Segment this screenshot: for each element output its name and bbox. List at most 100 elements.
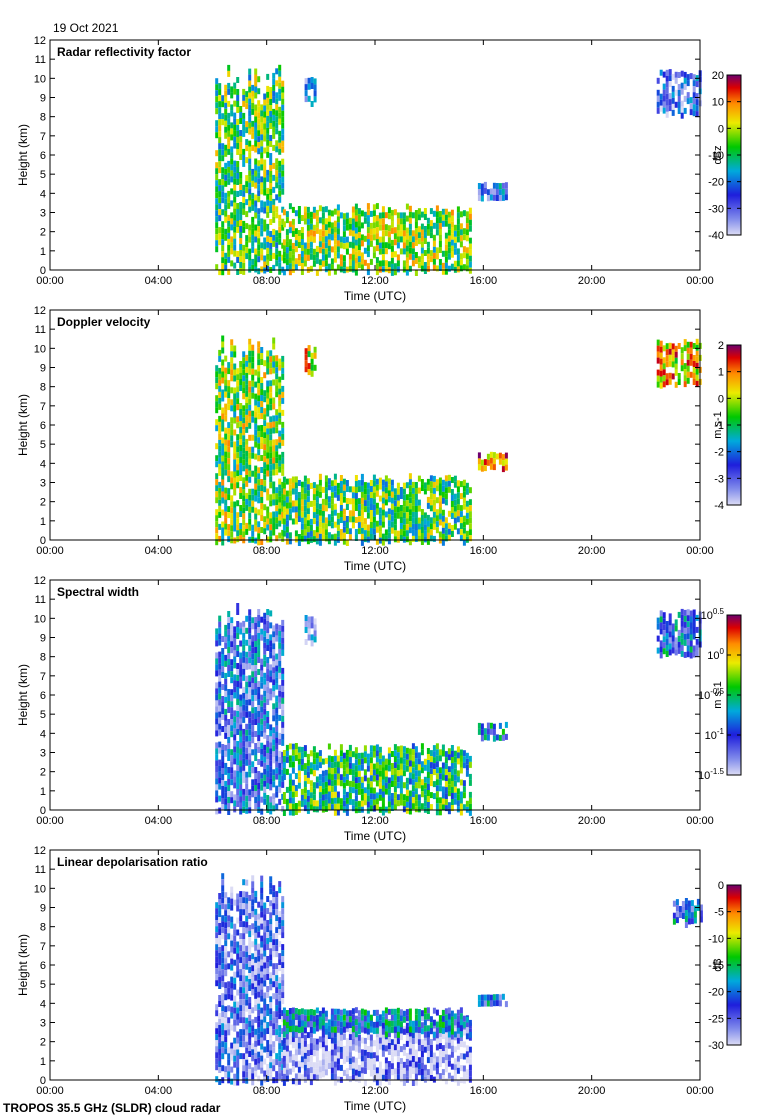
heatmap-cell [339,254,343,261]
heatmap-cell [420,265,424,272]
heatmap-cell [450,221,454,228]
heatmap-cell [339,260,343,267]
heatmap-cell [402,764,406,771]
heatmap-cell [218,469,222,476]
heatmap-cell [227,1053,231,1060]
heatmap-cell [251,174,255,181]
heatmap-cell [315,1074,319,1081]
heatmap-cell [257,919,261,926]
heatmap-cell [281,926,285,933]
heatmap-cell [257,955,261,962]
heatmap-cell [248,506,252,513]
heatmap-cell [263,642,267,649]
heatmap-cell [357,1046,361,1053]
heatmap-cell [288,478,292,485]
heatmap-cell [239,790,243,797]
heatmap-cell [312,764,316,771]
heatmap-cell [254,629,258,635]
heatmap-cell [327,785,331,792]
heatmap-cell [275,683,279,690]
heatmap-cell [269,912,273,919]
heatmap-cell [224,898,228,905]
heatmap-cell [285,756,289,763]
heatmap-cell [456,794,460,801]
heatmap-cell [242,363,246,370]
heatmap-cell [230,617,234,624]
heatmap-cell [239,742,243,749]
heatmap-cell [489,194,493,201]
heatmap-cell [272,1017,276,1024]
heatmap-cell [266,1052,270,1058]
heatmap-cell [230,369,234,376]
heatmap-cell [288,245,292,252]
heatmap-cell [251,240,255,247]
heatmap-cell [668,354,672,361]
heatmap-cell [224,385,228,392]
heatmap-cell [278,166,282,173]
heatmap-cell [266,693,270,699]
heatmap-cell [227,422,231,429]
heatmap-cell [408,217,412,224]
heatmap-cell [248,949,252,955]
heatmap-cell [399,487,403,493]
heatmap-cell [303,805,307,812]
heatmap-cell [369,510,373,516]
heatmap-cell [224,228,228,235]
heatmap-cell [357,788,361,795]
heatmap-cell [260,778,264,785]
heatmap-cell [662,624,666,631]
heatmap-cell [369,258,373,265]
heatmap-cell [254,110,258,117]
heatmap-cell [423,488,427,495]
heatmap-cell [269,249,273,255]
heatmap-cell [321,510,325,517]
heatmap-cell [245,909,249,916]
heatmap-cell [230,405,234,412]
heatmap-cell [254,1040,258,1047]
heatmap-cell [372,793,376,800]
heatmap-cell [215,784,219,791]
heatmap-cell [257,1075,261,1082]
heatmap-cell [447,534,451,541]
heatmap-cell [233,513,237,520]
heatmap-cell [303,799,307,806]
heatmap-cell [288,1038,292,1045]
heatmap-cell [215,706,219,713]
heatmap-cell [312,254,316,261]
heatmap-cell [278,262,282,269]
heatmap-cell [236,173,240,179]
heatmap-cell [236,609,240,615]
heatmap-cell [266,211,270,218]
heatmap-cell [278,148,282,155]
x-tick-label: 20:00 [578,815,606,827]
heatmap-cell [272,643,276,650]
heatmap-cell [242,921,246,928]
heatmap-cell [342,508,346,515]
heatmap-cell [465,247,469,254]
heatmap-cell [396,212,400,219]
heatmap-cell [662,363,666,370]
heatmap-cell [357,764,361,771]
heatmap-cell [281,469,285,476]
heatmap-cell [278,88,282,95]
heatmap-cell [396,506,400,513]
heatmap-cell [333,232,337,239]
heatmap-cell [257,425,261,432]
heatmap-cell [387,789,391,796]
heatmap-cell [366,777,370,784]
heatmap-cell [372,799,376,806]
y-tick-label: 8 [40,112,46,124]
heatmap-cell [248,398,252,405]
heatmap-cell [692,92,696,99]
heatmap-cell [221,897,225,904]
heatmap-cell [215,222,219,229]
heatmap-cell [423,208,427,214]
heatmap-cell [224,660,228,667]
heatmap-cell [686,645,690,652]
heatmap-cell [278,989,282,996]
heatmap-cell [263,189,267,196]
x-tick-label: 12:00 [361,545,389,557]
heatmap-cell [281,493,285,500]
heatmap-cell [263,165,267,172]
heatmap-cell [281,631,285,638]
